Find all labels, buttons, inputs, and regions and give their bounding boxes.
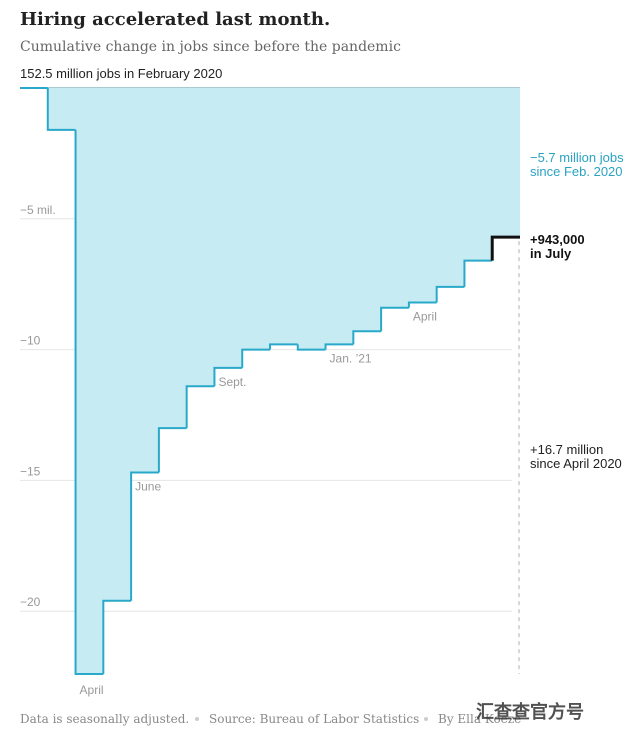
area-fill bbox=[20, 88, 520, 674]
chart-subtitle: Cumulative change in jobs since before t… bbox=[20, 39, 401, 55]
july-change-label-line2: in July bbox=[530, 246, 572, 261]
y-tick-label: −5 mil. bbox=[20, 203, 56, 217]
step-segment bbox=[435, 285, 465, 303]
area-layer bbox=[20, 88, 520, 674]
footer-note: Data is seasonally adjusted. bbox=[20, 712, 189, 726]
step-segment bbox=[269, 343, 298, 350]
step-segment bbox=[130, 471, 159, 601]
y-tick-label: −10 bbox=[20, 334, 41, 348]
step-segment bbox=[241, 348, 270, 368]
july-change-label-line1: +943,000 bbox=[530, 232, 585, 247]
footer-source: Source: Bureau of Labor Statistics bbox=[209, 712, 419, 726]
step-segment bbox=[46, 88, 76, 131]
step-segment bbox=[102, 599, 132, 674]
step-segment bbox=[463, 259, 493, 287]
step-segment bbox=[74, 129, 104, 675]
y-tick-label: −15 bbox=[20, 464, 41, 478]
step-line-layer bbox=[20, 87, 520, 675]
recovery-label-line2: since April 2020 bbox=[530, 456, 622, 471]
latest-step bbox=[490, 235, 520, 261]
step-segment bbox=[296, 344, 326, 351]
step-segment bbox=[324, 343, 354, 350]
y-tick-label: −20 bbox=[20, 595, 41, 609]
watermark-text: 汇查查官方号 bbox=[476, 701, 584, 722]
step-segment bbox=[157, 427, 187, 473]
footer-separator-2 bbox=[424, 717, 428, 721]
footer-byline: By Ella Koeze bbox=[438, 712, 521, 726]
step-segment bbox=[213, 366, 243, 387]
x-axis-label: Jan. ’21 bbox=[330, 351, 372, 365]
x-axis-label: April bbox=[413, 310, 437, 324]
label-layer: −5 mil. −10 −15 −20 April June Sept. Jan. ’21 Ap… bbox=[20, 203, 437, 697]
step-segment bbox=[352, 330, 382, 345]
chart-title: Hiring accelerated last month. bbox=[20, 9, 330, 30]
step-segment bbox=[185, 385, 215, 429]
footer-separator-1 bbox=[195, 717, 199, 721]
total-change-label-line1: −5.7 million jobs bbox=[530, 150, 624, 165]
x-axis-label: April bbox=[80, 683, 104, 697]
step-segment bbox=[380, 306, 409, 332]
step-segment bbox=[407, 301, 437, 308]
baseline-label: 152.5 million jobs in February 2020 bbox=[20, 66, 222, 81]
total-change-label-line2: since Feb. 2020 bbox=[530, 164, 623, 179]
recovery-label-line1: +16.7 million bbox=[530, 442, 603, 457]
x-axis-label: Sept. bbox=[218, 375, 246, 389]
x-axis-label: June bbox=[135, 480, 161, 494]
